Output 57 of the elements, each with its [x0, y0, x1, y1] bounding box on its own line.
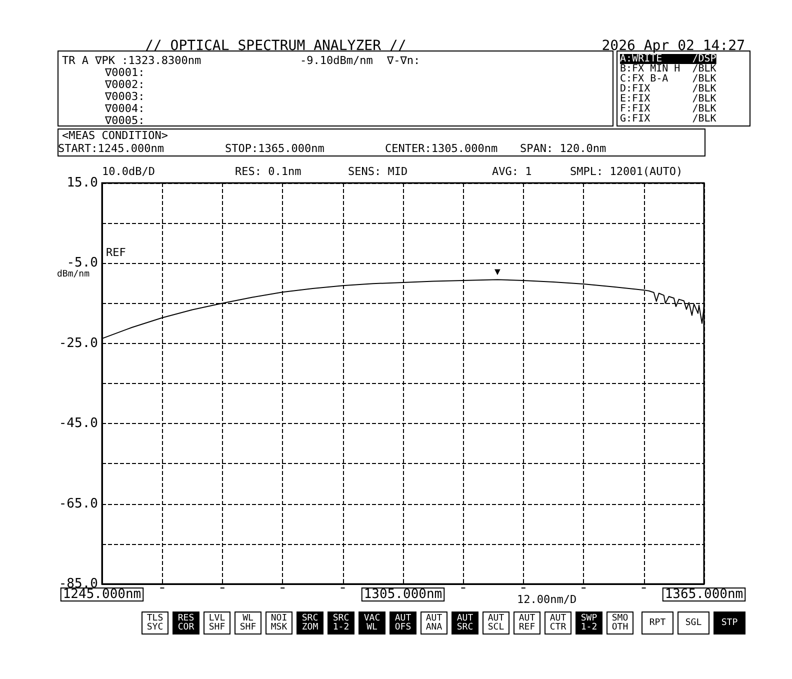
text: ∇0003: — [104, 90, 145, 103]
y-tick-label: -65.0 — [58, 496, 98, 512]
annotation: REF — [106, 246, 126, 259]
text: RES: 0.1nm — [235, 165, 302, 178]
text: VAC WL — [364, 614, 380, 632]
text: ∇0001: — [104, 66, 145, 79]
text: TR A ∇PK :1323.8300nm — [62, 54, 202, 67]
text: ∇-∇n: — [386, 54, 420, 67]
text: AUT REF — [518, 614, 536, 632]
text: SRC ZOM — [302, 614, 319, 632]
text: -9.10dBm/nm — [300, 54, 374, 67]
text: RES COR — [178, 614, 195, 632]
text: STOP:1365.000nm — [225, 142, 325, 155]
y-tick-label: -45.0 — [58, 416, 98, 432]
text: 10.0dB/D — [102, 165, 155, 178]
text: SGL — [685, 618, 702, 628]
text: <MEAS CONDITION> — [62, 129, 168, 142]
text: STP — [721, 618, 738, 628]
text: START:1245.000nm — [58, 142, 164, 155]
text: ∇0004: — [104, 102, 145, 115]
y-tick-label: -5.0 — [66, 256, 98, 271]
text: SPAN: 120.0nm — [520, 142, 606, 155]
text: D:FIX /BLK — [620, 84, 716, 94]
y-axis-title: dBm/nm — [57, 270, 90, 280]
text: G:FIX /BLK — [620, 114, 716, 124]
text: TLS SYC — [146, 614, 164, 632]
annotation: ▼ — [492, 267, 502, 278]
text: SMO OTH — [612, 614, 628, 632]
y-tick-label: 15.0 — [66, 176, 98, 190]
text: AVG: 1 — [492, 165, 532, 178]
x-tick-label: 1365.000nm — [664, 587, 744, 602]
text: AUT SRC — [456, 614, 474, 632]
text: 12.00nm/D — [517, 593, 577, 606]
text: SWP 1-2 — [580, 614, 598, 632]
text: RPT — [649, 618, 666, 628]
x-tick-label: 1305.000nm — [364, 587, 442, 602]
text: E:FIX /BLK — [620, 94, 716, 104]
text: AUT OFS — [394, 614, 412, 632]
text: B:FX MIN H /BLK — [620, 64, 716, 74]
text: F:FIX /BLK — [620, 104, 716, 114]
text: CENTER:1305.000nm — [385, 142, 498, 155]
text: NOI MSK — [270, 614, 288, 632]
y-tick-label: -25.0 — [58, 336, 98, 351]
text: WL SHF — [240, 614, 256, 632]
chart-title: // OPTICAL SPECTRUM ANALYZER // — [145, 38, 406, 54]
text: A:WRITE /DSP — [620, 54, 716, 64]
text: ∇0005: — [104, 114, 145, 127]
text: ∇0002: — [104, 78, 145, 91]
text: AUT ANA — [426, 614, 443, 632]
chart-subtitle: 2026 Apr 02 14:27 — [602, 38, 746, 54]
text: SENS: MID — [348, 165, 408, 178]
text: SRC 1-2 — [332, 614, 350, 632]
text: C:FX B-A /BLK — [620, 74, 716, 84]
text: LVL SHF — [208, 614, 226, 632]
text: AUT CTR — [550, 614, 567, 632]
text: SMPL: 12001(AUTO) — [570, 165, 683, 178]
text: AUT SCL — [488, 614, 505, 632]
